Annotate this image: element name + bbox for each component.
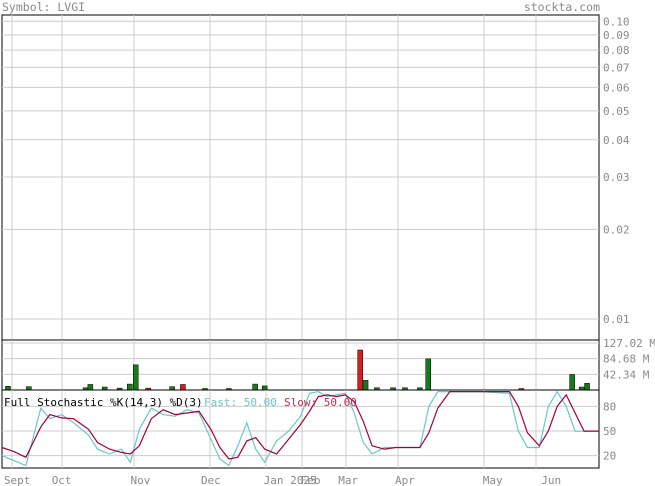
price-tick-label: 0.06 xyxy=(603,81,630,94)
fast-line xyxy=(1,390,599,467)
stochastic-title: Full Stochastic %K(14,3) %D(3) xyxy=(4,396,203,409)
volume-bar xyxy=(132,364,139,391)
site-label: stockta.com xyxy=(523,0,600,14)
volume-bar xyxy=(127,383,133,391)
volume-bar xyxy=(569,374,575,391)
x-axis-label: Jan 2025 xyxy=(264,474,317,486)
stochastic-tick-label: 20 xyxy=(603,450,616,463)
volume-tick-label: 42.34 M xyxy=(603,368,650,381)
x-axis-label: Dec xyxy=(201,474,221,486)
volume-bar xyxy=(87,384,94,391)
volume-bar xyxy=(584,383,590,391)
x-axis-label: Sept xyxy=(4,474,31,486)
x-axis-label: Feb xyxy=(301,474,321,486)
price-panel: 0.100.09 0.08 0.07 0.06 0.05 0.04 0.03 0.02 0.01 xyxy=(1,14,630,341)
price-tick-label: 0.09 xyxy=(603,29,630,42)
x-axis-label: Apr xyxy=(395,474,415,486)
price-tick-label: 0.03 xyxy=(603,171,630,184)
x-axis-label: Nov xyxy=(131,474,151,486)
volume-panel: 127.02 M 84.68 M 42.34 M xyxy=(1,337,655,391)
volume-bar xyxy=(425,358,432,391)
volume-frame xyxy=(1,339,600,391)
x-axis-label: Mar xyxy=(338,474,358,486)
volume-bar xyxy=(180,384,186,391)
volume-tick-label: 84.68 M xyxy=(603,353,650,366)
volume-bar xyxy=(252,383,258,391)
x-axis-label: May xyxy=(483,474,503,486)
fast-value-label: Fast: 50.00 xyxy=(204,396,277,409)
stochastic-tick-label: 80 xyxy=(603,400,616,413)
volume-tick-label: 127.02 M xyxy=(603,337,655,350)
price-tick-label: 0.08 xyxy=(603,44,630,57)
volume-bar xyxy=(362,380,369,391)
volume-bar xyxy=(357,349,363,391)
volume-bar xyxy=(5,386,11,391)
price-tick-label: 0.05 xyxy=(603,105,630,118)
slow-value-label: Slow: 50.00 xyxy=(284,396,357,409)
stochastic-frame xyxy=(1,389,600,469)
slow-line xyxy=(1,391,599,460)
price-tick-label: 0.01 xyxy=(603,313,630,326)
price-frame xyxy=(1,14,600,341)
price-tick-label: 0.02 xyxy=(603,223,630,236)
x-axis-label: Oct xyxy=(52,474,72,486)
price-tick-label: 0.04 xyxy=(603,134,630,147)
x-axis-label: Jun xyxy=(541,474,561,486)
symbol-label: Symbol: LVGI xyxy=(2,0,86,14)
stochastic-panel: 80 50 20 Full Stochastic %K(14,3) %D(3) Fast… xyxy=(1,389,616,486)
price-tick-label: 0.10 xyxy=(603,15,630,28)
volume-bar xyxy=(261,385,268,391)
stochastic-tick-label: 50 xyxy=(603,425,616,438)
price-tick-label: 0.07 xyxy=(603,61,630,74)
